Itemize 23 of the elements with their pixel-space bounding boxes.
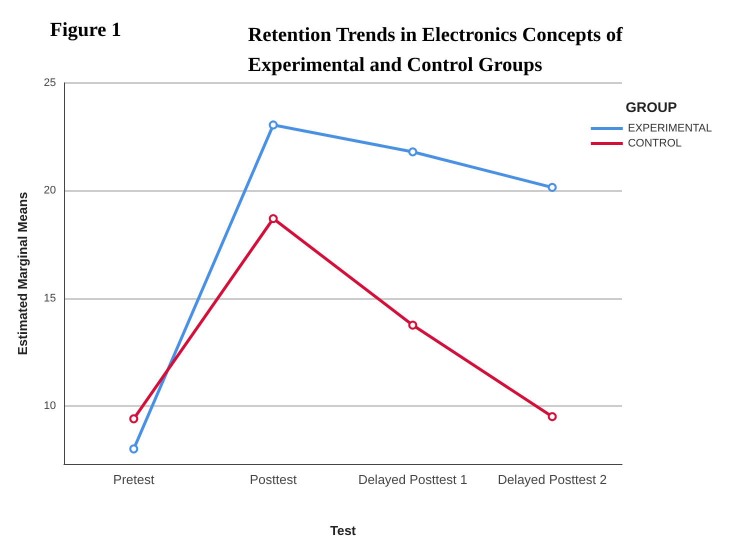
point <box>129 414 138 424</box>
point <box>548 412 557 422</box>
y-tick-label: 10 <box>44 400 56 412</box>
point <box>548 182 557 192</box>
legend-title: GROUP <box>626 99 678 115</box>
x-tick-label: Pretest <box>113 472 155 487</box>
y-axis-title: Estimated Marginal Means <box>15 192 30 356</box>
x-axis-title: Test <box>330 523 357 538</box>
x-tick-label: Delayed Posttest 2 <box>498 472 607 487</box>
legend-label: CONTROL <box>628 138 682 150</box>
legend-label: EXPERIMENTAL <box>628 122 712 134</box>
y-tick-label: 25 <box>44 77 56 89</box>
point <box>408 147 418 156</box>
point <box>129 444 138 454</box>
x-tick-label: Posttest <box>250 472 298 487</box>
y-tick-label: 15 <box>44 292 56 304</box>
y-tick-label: 20 <box>44 184 56 197</box>
point <box>268 120 278 130</box>
point <box>408 320 418 330</box>
caption: Figure 1 <box>50 19 122 41</box>
point <box>268 214 278 224</box>
x-tick-label: Delayed Posttest 1 <box>358 472 468 487</box>
chart-title: Retention Trends in Electronics Concepts of Experimental and Control Groups <box>248 24 628 76</box>
